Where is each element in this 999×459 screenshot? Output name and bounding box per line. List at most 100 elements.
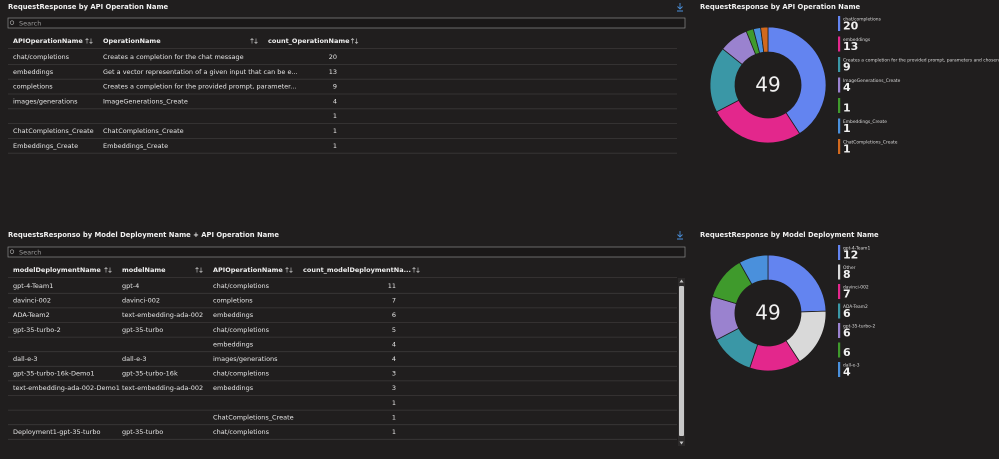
table-cell: ChatCompletions_Create (103, 127, 184, 135)
legend-label: Other (843, 265, 856, 271)
table-cell: text-embedding-ada-002 (122, 311, 203, 319)
table-cell: dall-e-3 (13, 355, 38, 363)
sort-icon[interactable] (250, 38, 258, 44)
table-cell: 6 (392, 311, 396, 319)
legend-label: dall-e-3 (843, 363, 860, 369)
table-cell: 1 (392, 413, 396, 421)
legend-swatch (838, 323, 841, 338)
table-cell: Creates a completion for the provided pr… (103, 83, 296, 91)
legend-swatch (838, 362, 841, 377)
table-cell: 5 (392, 326, 396, 334)
table-cell: ImageGenerations_Create (103, 97, 188, 105)
scrollbar[interactable] (678, 278, 685, 446)
table-cell: embeddings (213, 384, 254, 392)
table-cell: gpt-35-turbo (122, 326, 163, 334)
legend-value: 4 (843, 366, 851, 379)
legend-label: davinci-002 (843, 285, 869, 291)
legend-label: Embeddings_Create (843, 119, 887, 125)
table-title: RequestsResponso by Model Deployment Nam… (8, 231, 279, 239)
table-cell: completions (213, 297, 253, 305)
table-cell: gpt-35-turbo (122, 428, 163, 436)
legend-value: 4 (843, 81, 851, 94)
search-box[interactable] (7, 246, 686, 258)
column-header[interactable]: count_modelDeploymentNa... (303, 266, 411, 274)
table-cell: davinci-002 (13, 297, 51, 305)
table-cell: 1 (392, 399, 396, 407)
table-cell: 1 (333, 142, 337, 150)
table-cell: completions (13, 83, 53, 91)
table-cell: 4 (333, 97, 337, 105)
download-icon[interactable] (677, 231, 683, 240)
table-title: RequestResponse by API Operation Name (8, 3, 169, 11)
sort-icon[interactable] (85, 38, 93, 44)
sort-icon[interactable] (285, 267, 293, 273)
table-cell: images/generations (213, 355, 278, 363)
table-cell: 7 (392, 297, 396, 305)
legend-label: gpt-4-Team1 (843, 246, 870, 252)
download-icon[interactable] (677, 3, 683, 12)
legend-value: 7 (843, 288, 851, 301)
table-cell: 11 (388, 282, 396, 290)
table-cell: gpt-35-turbo-2 (13, 326, 61, 334)
table-cell: chat/completions (13, 53, 70, 61)
table-cell: 3 (392, 384, 396, 392)
table-cell: 1 (333, 127, 337, 135)
table-cell: dall-e-3 (122, 355, 147, 363)
table-cell: text-embedding-ada-002 (122, 384, 203, 392)
legend-swatch (838, 303, 841, 319)
table-cell: 4 (392, 340, 396, 348)
table-cell: 1 (333, 112, 337, 120)
column-header[interactable]: APIOperationName (13, 37, 83, 45)
donut-slice[interactable] (760, 26, 769, 53)
legend-value: 1 (843, 102, 851, 115)
table-cell: embeddings (213, 311, 254, 319)
chart-title: RequestResponse by API Operation Name (700, 3, 861, 11)
search-icon (9, 20, 15, 25)
column-header[interactable]: modelName (122, 266, 166, 274)
legend-swatch (838, 342, 841, 358)
table-cell: 9 (333, 83, 337, 91)
legend-swatch (838, 245, 841, 260)
legend-swatch (838, 57, 841, 72)
legend-label: Creates a completion for the provided pr… (843, 58, 999, 64)
table-cell: ChatCompletions_Create (213, 413, 294, 421)
legend-value: 13 (843, 40, 858, 53)
donut-total: 49 (755, 73, 780, 97)
search-box[interactable] (7, 17, 686, 29)
sort-icon[interactable] (350, 38, 359, 44)
table-cell: Deployment1-gpt-35-turbo (13, 428, 100, 436)
column-header[interactable]: modelDeploymentName (13, 266, 101, 274)
table-cell: gpt-4-Team1 (13, 282, 53, 290)
legend-label: ChatCompletions_Create (843, 140, 898, 146)
table-cell: 3 (392, 370, 396, 378)
table-cell: gpt-4 (122, 282, 139, 290)
donut-slice[interactable] (738, 254, 769, 285)
table-cell: embeddings (13, 68, 54, 76)
donut-total: 49 (755, 301, 780, 325)
table-cell: 20 (329, 53, 337, 61)
legend-swatch (838, 264, 841, 280)
donut-slice[interactable] (767, 26, 827, 135)
legend-swatch (838, 139, 841, 154)
column-header[interactable]: APIOperationName (213, 266, 283, 274)
legend-label: gpt-35-turbo-2 (843, 324, 875, 330)
column-header[interactable]: count_OperationName (268, 37, 350, 45)
legend-swatch (838, 16, 841, 31)
sort-icon[interactable] (195, 267, 203, 273)
legend-swatch (838, 36, 841, 52)
sort-icon[interactable] (104, 267, 112, 273)
legend-label: chat/completions (843, 17, 882, 23)
column-header[interactable]: OperationName (103, 37, 161, 45)
search-placeholder: Search (19, 248, 41, 256)
table-cell: davinci-002 (122, 297, 160, 305)
legend-value: 1 (843, 122, 851, 135)
table-cell: gpt-35-turbo-16k-Demo1 (13, 370, 95, 378)
table-cell: chat/completions (213, 326, 270, 334)
table-cell: 1 (392, 428, 396, 436)
legend-label: ImageGenerations_Create (843, 78, 901, 84)
legend-value: 9 (843, 61, 851, 74)
table-cell: gpt-35-turbo-16k (122, 370, 178, 378)
sort-icon[interactable] (412, 267, 420, 273)
table-cell: ADA-Team2 (13, 311, 50, 319)
